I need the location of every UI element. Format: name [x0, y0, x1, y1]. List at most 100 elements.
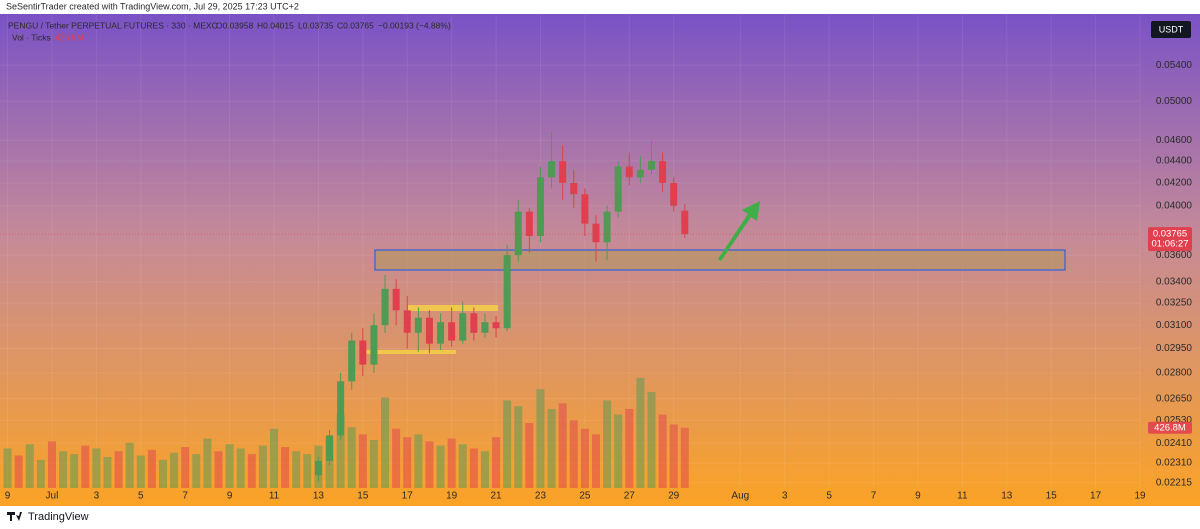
- volume-bar: [3, 448, 12, 488]
- x-tick-label: 9: [227, 491, 233, 502]
- candle-body: [459, 313, 467, 341]
- volume-bar: [536, 389, 545, 488]
- symbol: PENGU / Tether PERPETUAL FUTURES · 330 ·…: [8, 20, 218, 30]
- volume-tag: [1148, 421, 1192, 434]
- x-tick-label: 17: [402, 491, 414, 502]
- x-tick-label: 29: [668, 491, 680, 502]
- x-tick-label: 7: [182, 491, 188, 502]
- candle-body: [503, 255, 511, 329]
- volume-bar: [680, 427, 689, 488]
- candle-body: [403, 310, 411, 333]
- ohlc-low: L0.03735: [298, 20, 334, 30]
- volume-bar: [281, 447, 290, 488]
- candle-body: [492, 322, 500, 329]
- candle-body: [481, 322, 489, 333]
- candle-body: [381, 288, 389, 326]
- range-box: [365, 350, 456, 354]
- candle-body: [337, 381, 345, 436]
- volume-bar: [381, 397, 390, 488]
- y-tick-label: 0.02410: [1156, 438, 1193, 449]
- watermark: SeSentirTrader created with TradingView.…: [6, 1, 299, 11]
- y-tick-label: 0.02800: [1156, 368, 1193, 379]
- x-tick-label: Aug: [731, 491, 749, 502]
- candle-body: [314, 460, 322, 476]
- volume-bar: [292, 451, 301, 488]
- volume-layer: [3, 377, 689, 488]
- volume-bar: [636, 377, 645, 488]
- volume-bar: [247, 454, 256, 488]
- candle-layer: [314, 132, 689, 482]
- candle-body: [437, 322, 445, 344]
- volume-bar: [647, 392, 656, 488]
- y-tick-label: 0.02310: [1156, 458, 1193, 469]
- candle-body: [670, 182, 678, 206]
- axes: 0.05400 0.05000 0.04600 0.04400 0.04200 0.040…: [5, 60, 1193, 502]
- y-tick-label: 0.02650: [1156, 393, 1193, 404]
- currency-box: [1151, 21, 1191, 38]
- candle-body: [525, 211, 533, 236]
- volume-bar: [125, 442, 134, 488]
- x-tick-label: 21: [490, 491, 502, 502]
- volume-bar: [492, 437, 501, 488]
- y-tick-label: 0.03100: [1156, 320, 1193, 331]
- volume-legend: Vol · Ticks: [12, 32, 51, 42]
- y-tick-label: 0.03600: [1156, 250, 1193, 261]
- volume-bar: [514, 406, 523, 488]
- candle-body: [581, 194, 589, 224]
- y-tick-label: 0.05400: [1156, 60, 1193, 71]
- volume-bar: [525, 423, 534, 488]
- volume-bar: [591, 434, 600, 488]
- volume-bar: [436, 445, 445, 488]
- volume-bar: [503, 400, 512, 488]
- range-box: [408, 305, 498, 311]
- x-tick-label: 13: [1001, 491, 1013, 502]
- countdown-label: 01:06:27: [1152, 239, 1189, 250]
- x-tick-label: 19: [1134, 491, 1146, 502]
- candle-body: [614, 166, 622, 212]
- volume-bar: [203, 438, 212, 488]
- y-tick-label: 0.02215: [1156, 477, 1193, 488]
- arrow: [718, 201, 760, 261]
- ohlc-open: O0.03958: [216, 20, 254, 30]
- candle-body: [570, 182, 578, 195]
- volume-legend-value: 426.8M: [55, 32, 83, 42]
- x-tick-label: 7: [871, 491, 877, 502]
- x-tick-label: 9: [915, 491, 921, 502]
- candle-body: [603, 211, 611, 243]
- x-tick-label: 15: [357, 491, 369, 502]
- currency: USDT: [1159, 24, 1184, 34]
- volume-bar: [14, 455, 23, 488]
- volume-bar: [214, 451, 223, 488]
- y-tick-label: 0.02950: [1156, 343, 1193, 354]
- x-tick-label: 3: [94, 491, 100, 502]
- volume-bar: [658, 414, 667, 488]
- volume-bar: [614, 414, 623, 488]
- volume-bar: [192, 454, 201, 488]
- volume-bar: [70, 454, 79, 488]
- x-tick-label: 11: [957, 491, 968, 502]
- x-tick-label: 23: [535, 491, 547, 502]
- volume-bar: [580, 428, 589, 488]
- candle-body: [536, 177, 544, 236]
- x-tick-label: 13: [313, 491, 325, 502]
- candle-body: [392, 288, 400, 311]
- volume-bar: [603, 400, 612, 488]
- candle-body: [647, 161, 655, 170]
- y-tick-label: 0.03250: [1156, 298, 1193, 309]
- ohlc-close: C0.03765: [337, 20, 374, 30]
- ohlc-high: H0.04015: [257, 20, 294, 30]
- volume-bar: [369, 440, 378, 488]
- volume-bar: [136, 455, 145, 488]
- volume-bar: [458, 444, 467, 488]
- volume-bar: [147, 449, 156, 488]
- x-tick-label: 17: [1090, 491, 1102, 502]
- volume-bar: [158, 459, 167, 488]
- volume-bar: [258, 445, 267, 488]
- x-tick-label: 15: [1046, 491, 1058, 502]
- ohlc-change: −0.00193 (−4.88%): [378, 20, 451, 30]
- y-tick-label: 0.04600: [1156, 135, 1193, 146]
- x-tick-label: 9: [5, 491, 11, 502]
- volume-bar: [114, 451, 123, 488]
